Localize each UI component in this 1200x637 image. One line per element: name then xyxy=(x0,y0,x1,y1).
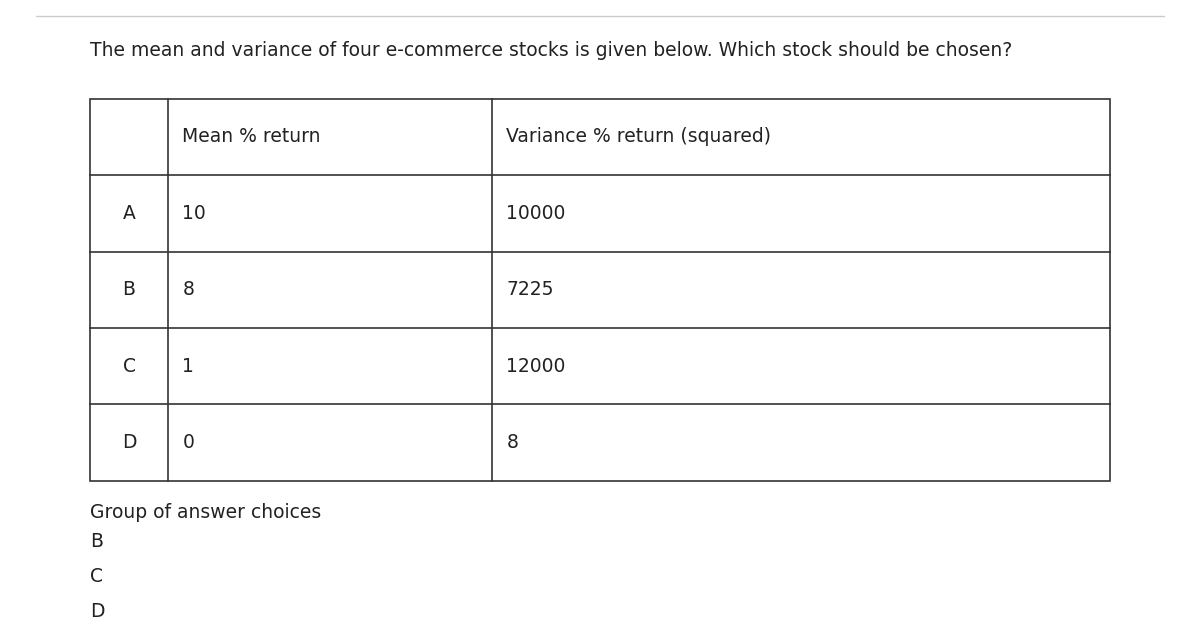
Text: Mean % return: Mean % return xyxy=(182,127,320,147)
Text: C: C xyxy=(90,567,103,586)
Text: 1: 1 xyxy=(182,357,194,376)
Text: 10: 10 xyxy=(182,204,206,223)
Text: B: B xyxy=(90,532,103,551)
Text: A: A xyxy=(122,204,136,223)
Text: B: B xyxy=(122,280,136,299)
Text: D: D xyxy=(121,433,137,452)
Text: 8: 8 xyxy=(182,280,194,299)
Text: C: C xyxy=(122,357,136,376)
Text: D: D xyxy=(90,602,104,621)
Text: 12000: 12000 xyxy=(506,357,565,376)
Text: 7225: 7225 xyxy=(506,280,554,299)
Text: The mean and variance of four e-commerce stocks is given below. Which stock shou: The mean and variance of four e-commerce… xyxy=(90,41,1013,61)
Text: Group of answer choices: Group of answer choices xyxy=(90,503,322,522)
Bar xyxy=(90,99,1110,481)
Text: 8: 8 xyxy=(506,433,518,452)
Text: Variance % return (squared): Variance % return (squared) xyxy=(506,127,772,147)
Text: 10000: 10000 xyxy=(506,204,565,223)
Text: 0: 0 xyxy=(182,433,194,452)
